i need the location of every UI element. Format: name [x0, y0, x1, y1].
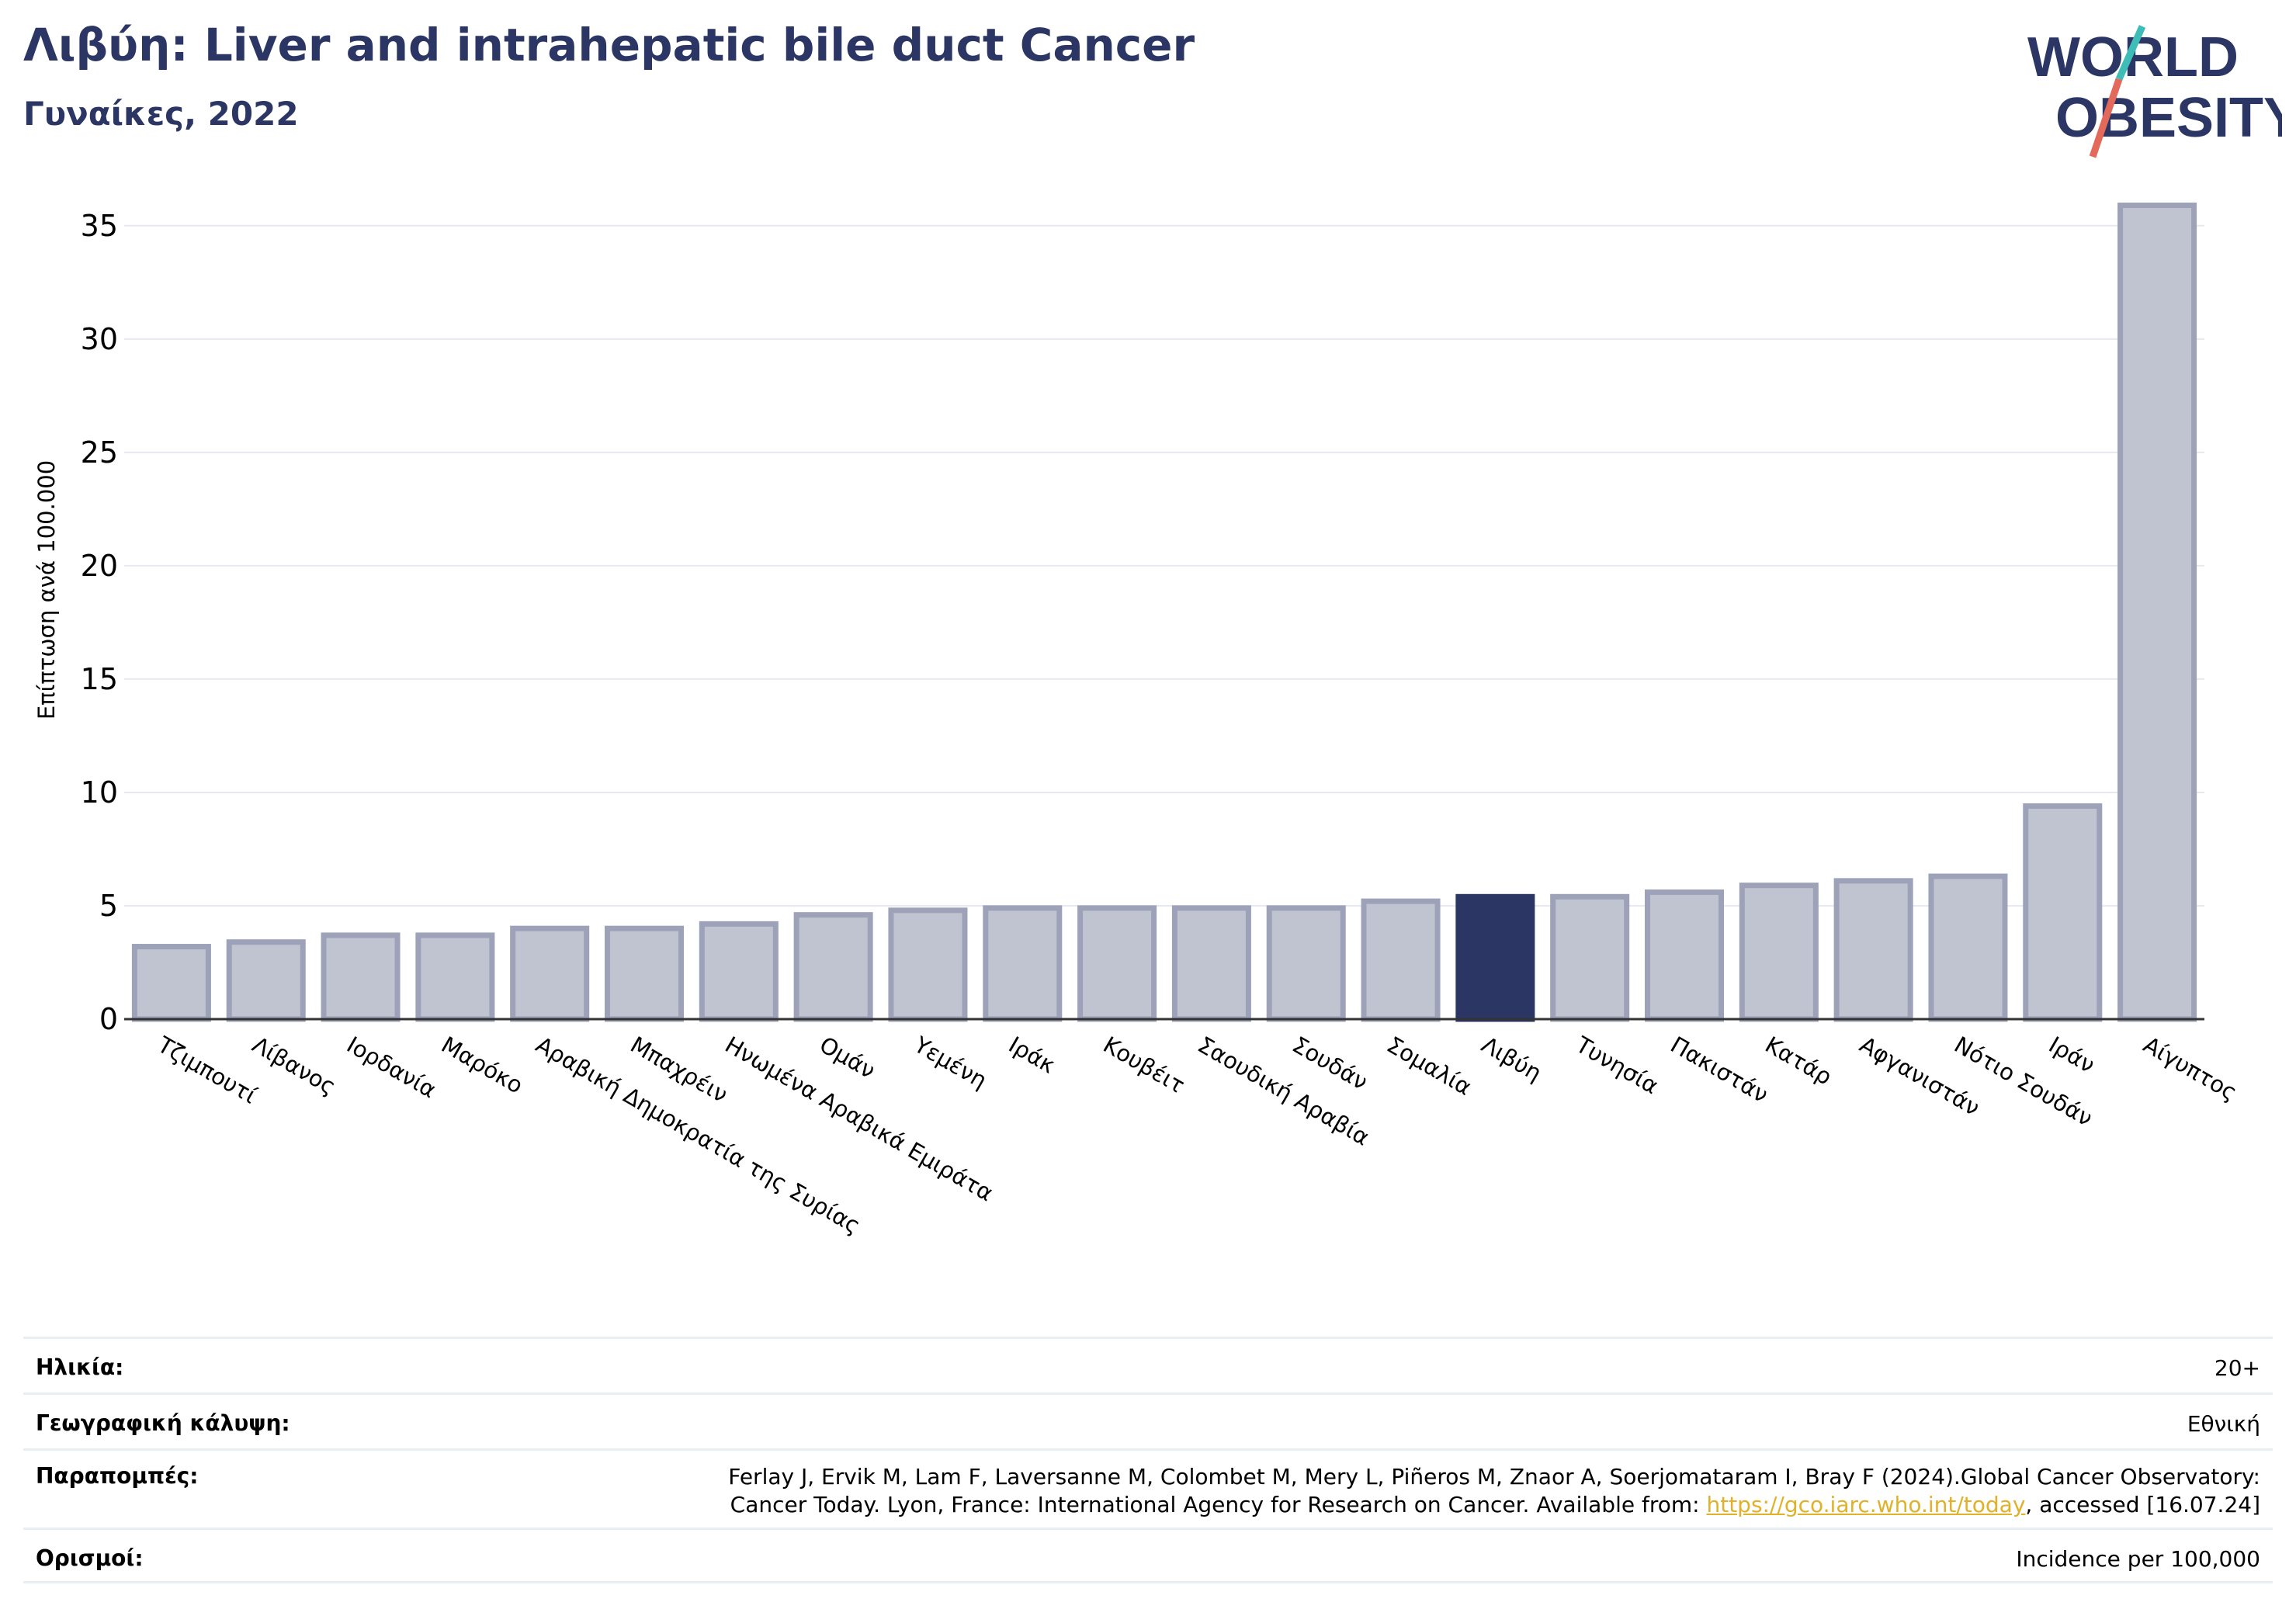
bar-22 — [2117, 203, 2197, 1022]
y-tick-label: 30 — [81, 322, 118, 356]
bar-10 — [983, 905, 1063, 1022]
references-label: Παραπομπές: — [36, 1463, 199, 1489]
logo-slash-top — [2115, 25, 2146, 81]
coverage-value: Εθνική — [2187, 1411, 2260, 1437]
chart-subtitle: Γυναίκες, 2022 — [23, 95, 299, 133]
y-tick-labels: 0 5 10 15 20 25 30 35 — [81, 209, 118, 1036]
bar-6 — [604, 925, 685, 1022]
references-link[interactable]: https://gco.iarc.who.int/today — [1706, 1492, 2026, 1517]
info-row-coverage: Γεωγραφική κάλυψη: Εθνική — [23, 1392, 2273, 1448]
x-tick-label: Κατάρ — [1760, 1032, 1836, 1091]
bar-3 — [321, 932, 401, 1022]
grid-lines — [124, 224, 2204, 907]
info-table: Ηλικία: 20+ Γεωγραφική κάλυψη: Εθνική Πα… — [23, 1337, 2273, 1583]
y-tick-label: 35 — [81, 209, 118, 243]
references-line-1: Ferlay J, Ervik M, Lam F, Laversanne M, … — [728, 1464, 2260, 1489]
x-tick-label: Ομάν — [815, 1032, 879, 1084]
logo-line-2: OBESITY — [2055, 87, 2282, 149]
bars — [131, 203, 2197, 1022]
x-tick-label: Ιράν — [2045, 1032, 2100, 1079]
references-value: Ferlay J, Ervik M, Lam F, Laversanne M, … — [728, 1463, 2260, 1519]
y-tick-label: 15 — [81, 662, 118, 696]
bar-21 — [2023, 803, 2103, 1022]
bar-14 — [1361, 898, 1441, 1022]
bar-9 — [888, 907, 968, 1022]
y-tick-label: 0 — [99, 1002, 118, 1036]
bar-2 — [226, 939, 306, 1022]
bar-16 — [1550, 893, 1630, 1022]
bar-1 — [131, 944, 211, 1022]
info-row-age: Ηλικία: 20+ — [23, 1337, 2273, 1392]
bar-5 — [510, 925, 590, 1022]
bar-18 — [1739, 883, 1819, 1022]
bar-11 — [1077, 905, 1157, 1022]
references-line-2-text: Cancer Today. Lyon, France: Internationa… — [730, 1492, 1707, 1517]
x-tick-label: Αραβική Δημοκρατία της Συρίας — [532, 1032, 865, 1240]
chart-title: Λιβύη: Liver and intrahepatic bile duct … — [23, 19, 1195, 71]
logo-slash-bottom — [2089, 78, 2123, 158]
x-tick-label: Ιράκ — [1004, 1032, 1060, 1079]
y-tick-label: 5 — [99, 889, 118, 923]
bar-19 — [1833, 878, 1913, 1022]
bar-7 — [699, 921, 779, 1022]
x-tick-label: Μαρόκο — [437, 1032, 528, 1099]
x-tick-label: Σαουδική Αραβία — [1193, 1032, 1374, 1151]
y-axis-label: Επίπτωση ανά 100.000 — [33, 460, 60, 720]
age-label: Ηλικία: — [36, 1354, 124, 1380]
y-tick-label: 10 — [81, 775, 118, 810]
bar-8 — [793, 912, 873, 1022]
bar-4 — [415, 932, 495, 1022]
x-tick-label: Κουβέιτ — [1099, 1032, 1190, 1099]
x-tick-label: Τυνησία — [1571, 1031, 1663, 1099]
x-tick-label: Αίγυπτος — [2139, 1032, 2242, 1106]
y-tick-label: 25 — [81, 435, 118, 470]
x-tick-label: Σομαλία — [1382, 1032, 1476, 1101]
references-line-2-suffix: , accessed [16.07.24] — [2025, 1492, 2260, 1517]
coverage-label: Γεωγραφική κάλυψη: — [36, 1410, 290, 1436]
bar-13 — [1266, 905, 1346, 1022]
x-tick-label: Λίβανος — [248, 1032, 340, 1101]
bar-20 — [1928, 873, 2008, 1022]
y-tick-label: 20 — [81, 549, 118, 583]
logo-line-1: WORLD — [2027, 26, 2239, 88]
bar-17 — [1644, 889, 1725, 1022]
references-line-2: Cancer Today. Lyon, France: Internationa… — [728, 1491, 2260, 1519]
bar-12 — [1171, 905, 1251, 1022]
definitions-label: Ορισμοί: — [36, 1545, 144, 1571]
x-tick-label: Πακιστάν — [1667, 1032, 1773, 1108]
x-tick-label: Υεμένη — [909, 1031, 991, 1094]
age-value: 20+ — [2214, 1355, 2260, 1381]
x-tick-label: Ιορδανία — [342, 1032, 441, 1104]
info-row-definitions: Ορισμοί: Incidence per 100,000 — [23, 1528, 2273, 1583]
info-row-references: Παραπομπές: Ferlay J, Ervik M, Lam F, La… — [23, 1448, 2273, 1528]
x-tick-label: Τζιμπουτί — [153, 1031, 262, 1109]
world-obesity-logo: WORLD OBESITY — [2027, 25, 2282, 158]
x-tick-label: Λιβύη — [1477, 1032, 1546, 1087]
definitions-value: Incidence per 100,000 — [2016, 1546, 2260, 1572]
bar-15 — [1455, 893, 1535, 1022]
